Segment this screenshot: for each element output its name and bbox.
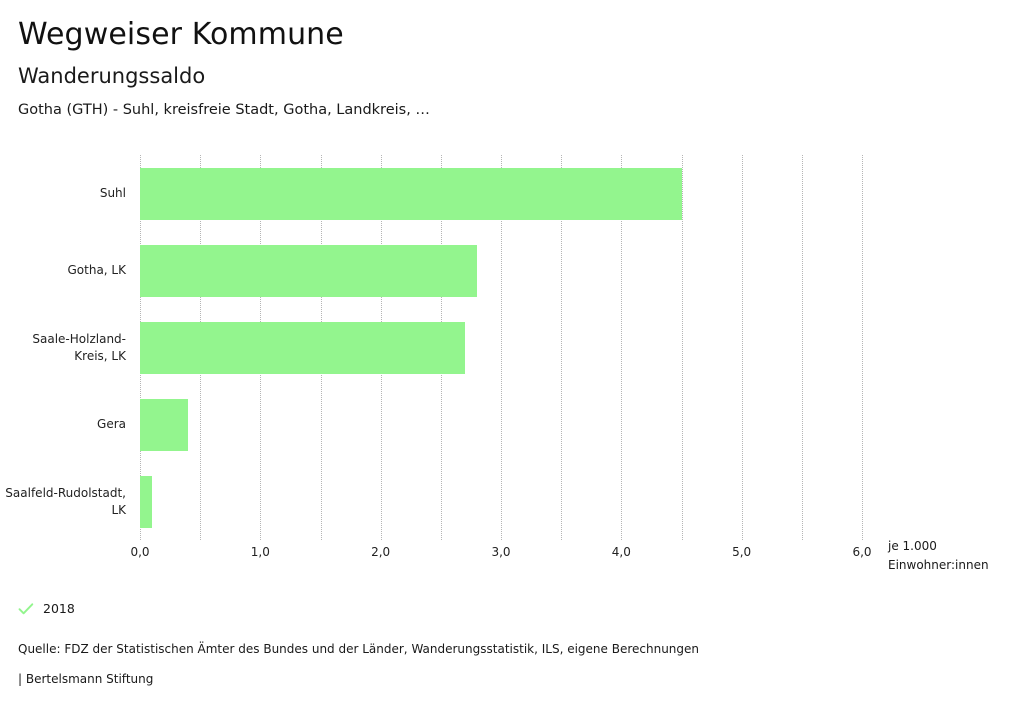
bar[interactable] xyxy=(140,475,153,528)
source-text: Quelle: FDZ der Statistischen Ämter des … xyxy=(18,642,700,656)
gridline xyxy=(561,155,563,540)
bar-series-2018 xyxy=(140,155,862,540)
gridline xyxy=(741,155,743,540)
x-axis-tick-label: 2,0 xyxy=(371,545,391,559)
gridline xyxy=(862,155,863,540)
plot-area xyxy=(140,155,863,540)
x-axis-tick-label: 0,0 xyxy=(130,545,150,559)
chart-title: Wanderungssaldo xyxy=(18,64,206,88)
x-axis-tick-label: 3,0 xyxy=(491,545,511,559)
gridline xyxy=(801,155,803,540)
app-title: Wegweiser Kommune xyxy=(18,17,344,52)
chart-footer: Quelle: FDZ der Statistischen Ämter des … xyxy=(18,641,998,688)
gridline xyxy=(621,155,623,540)
y-axis-label: Gotha, LK xyxy=(67,263,127,277)
bar[interactable] xyxy=(140,167,682,220)
y-axis-label: Saale-Holzland-Kreis, LK xyxy=(32,331,126,363)
gridline xyxy=(681,155,683,540)
y-axis-category-labels: Suhl Gotha, LK Saale-Holzland-Kreis, LK Ger… xyxy=(0,155,132,540)
y-axis-label: Saalfeld-Rudolstadt, LK xyxy=(5,485,126,517)
x-axis-tick-label: 4,0 xyxy=(611,545,631,559)
x-axis-tick-label: 6,0 xyxy=(852,545,872,559)
chart-header: Wegweiser Kommune Wanderungssaldo Gotha … xyxy=(18,16,998,120)
bar[interactable] xyxy=(140,398,189,451)
x-axis-unit-line2: Einwohner:innen xyxy=(888,558,989,572)
x-axis-tick-labels: 0,0 1,0 2,0 3,0 4,0 5,0 6,0 xyxy=(130,540,900,570)
x-axis-unit-label: je 1.000 Einwohner:innen xyxy=(888,537,989,575)
x-axis-tick-label: 1,0 xyxy=(250,545,270,559)
publisher-text: | Bertelsmann Stiftung xyxy=(18,672,154,686)
y-axis-label: Gera xyxy=(97,417,126,431)
legend-item-label[interactable]: 2018 xyxy=(43,601,75,616)
x-axis-tick-label: 5,0 xyxy=(732,545,752,559)
check-icon[interactable] xyxy=(18,602,34,616)
bar[interactable] xyxy=(140,244,477,297)
x-axis-unit-line1: je 1.000 xyxy=(888,539,937,553)
y-axis-label: Suhl xyxy=(99,186,126,200)
legend: 2018 xyxy=(18,601,75,617)
bar[interactable] xyxy=(140,321,465,374)
bar-chart: Suhl Gotha, LK Saale-Holzland-Kreis, LK Ger… xyxy=(0,155,1024,555)
chart-subtitle: Gotha (GTH) - Suhl, kreisfreie Stadt, Go… xyxy=(18,102,430,118)
gridline xyxy=(501,155,502,540)
